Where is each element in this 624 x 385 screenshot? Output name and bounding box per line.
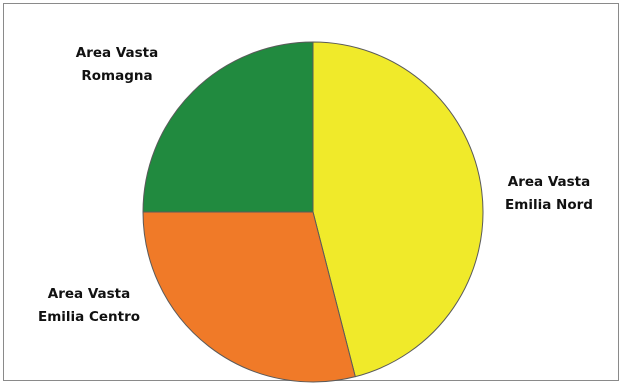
slice-label-1: Area Vasta Emilia Centro [38, 286, 140, 325]
pie-slice-2 [142, 41, 314, 213]
slice-label-line: Romagna [81, 68, 152, 84]
slice-label-line: Area Vasta [76, 45, 159, 61]
pie-slice-0 [312, 41, 484, 378]
slice-label-line: Emilia Nord [505, 197, 593, 213]
slice-label-2: Area Vasta Romagna [76, 45, 159, 84]
slice-label-line: Emilia Centro [38, 309, 140, 325]
slice-label-line: Area Vasta [48, 286, 131, 302]
slice-label-0: Area Vasta Emilia Nord [505, 174, 593, 213]
slice-label-line: Area Vasta [508, 174, 591, 190]
pie-slice-1 [142, 211, 356, 383]
